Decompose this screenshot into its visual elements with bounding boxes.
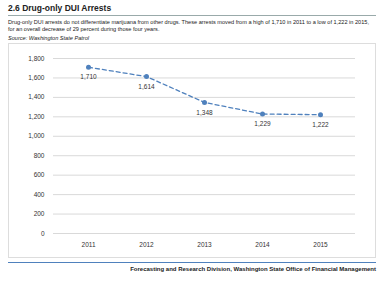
svg-text:800: 800: [34, 152, 45, 159]
svg-text:2014: 2014: [255, 241, 270, 248]
svg-text:1,710: 1,710: [80, 73, 97, 80]
svg-text:1,400: 1,400: [28, 93, 45, 100]
svg-text:2013: 2013: [197, 241, 212, 248]
html-text:Drug-only DUI arrests do not d: Drug-only DUI arrests do not differentia…: [8, 19, 369, 32]
svg-text:600: 600: [34, 171, 45, 178]
svg-text:200: 200: [34, 210, 45, 217]
svg-text:1,348: 1,348: [196, 109, 213, 116]
svg-text:1,614: 1,614: [138, 83, 155, 90]
svg-text:1,800: 1,800: [28, 55, 45, 62]
html-text:Source: Washington State Patro: Source: Washington State Patrol: [8, 35, 90, 41]
svg-text:1,600: 1,600: [28, 74, 45, 81]
svg-text:1,222: 1,222: [312, 121, 329, 128]
svg-text:400: 400: [34, 191, 45, 198]
html-text:Forecasting and Research Divis: Forecasting and Research Division, Washi…: [130, 266, 376, 272]
svg-text:2011: 2011: [82, 241, 96, 248]
html-text:2.6 Drug-only DUI Arrests: 2.6 Drug-only DUI Arrests: [8, 3, 112, 13]
svg-text:1,200: 1,200: [28, 113, 45, 120]
svg-text:1,000: 1,000: [28, 132, 45, 139]
svg-text:2015: 2015: [313, 241, 328, 248]
svg-text:2012: 2012: [139, 241, 154, 248]
svg-text:0: 0: [41, 230, 45, 237]
svg-text:1,229: 1,229: [254, 120, 271, 127]
